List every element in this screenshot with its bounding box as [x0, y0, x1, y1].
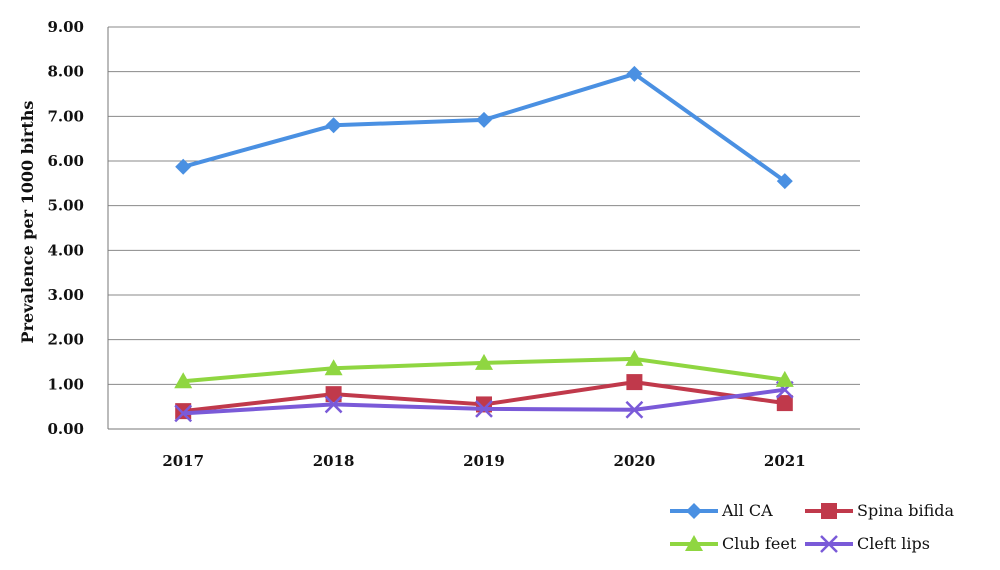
- data-point-cleft-lips: [475, 400, 493, 418]
- y-tick-label: 8.00: [47, 63, 84, 81]
- data-point-cleft-lips: [324, 395, 343, 414]
- legend-marker: [820, 535, 838, 553]
- x-tick-label: 2019: [463, 452, 505, 470]
- data-point-cleft-lips: [174, 404, 193, 423]
- y-axis-label: Prevalence per 1000 births: [18, 101, 37, 344]
- series-all-ca: [175, 65, 793, 190]
- y-tick-label: 5.00: [47, 197, 84, 215]
- data-point-club-feet: [324, 359, 343, 376]
- y-tick-label: 4.00: [47, 241, 84, 259]
- legend-item-spina-bifida: Spina bifida: [805, 501, 955, 520]
- legend-label: Cleft lips: [857, 534, 930, 553]
- legend-item-all-ca: All CA: [670, 501, 773, 520]
- y-tick-label: 3.00: [47, 286, 84, 304]
- legend-item-club-feet: Club feet: [670, 534, 797, 553]
- data-point-all-ca: [476, 111, 492, 128]
- x-tick-label: 2020: [614, 452, 656, 470]
- legend-item-cleft-lips: Cleft lips: [805, 534, 930, 553]
- data-point-club-feet: [475, 353, 493, 370]
- series-cleft-lips: [174, 380, 794, 423]
- legend-marker: [821, 503, 837, 519]
- data-point-club-feet: [174, 372, 193, 389]
- data-point-spina-bifida: [325, 386, 342, 403]
- x-tick-label: 2018: [313, 452, 355, 470]
- y-tick-label: 1.00: [47, 375, 84, 393]
- legend-marker: [685, 535, 703, 551]
- y-tick-label: 2.00: [47, 331, 84, 349]
- legend-label: All CA: [721, 501, 773, 520]
- data-point-spina-bifida: [776, 395, 793, 412]
- x-tick-label: 2017: [162, 452, 204, 470]
- y-tick-label: 9.00: [47, 18, 84, 36]
- y-tick-label: 0.00: [47, 420, 84, 438]
- data-point-spina-bifida: [175, 403, 192, 420]
- series-group: [174, 65, 794, 423]
- data-point-all-ca: [325, 117, 342, 134]
- legend: All CA Spina bifida Club feet Cleft lips: [670, 501, 955, 553]
- data-point-club-feet: [625, 349, 644, 366]
- data-point-all-ca: [626, 65, 643, 82]
- data-point-all-ca: [175, 158, 192, 175]
- series-club-feet: [174, 349, 794, 389]
- gridlines: [107, 26, 860, 430]
- x-axis-ticks: 2017 2018 2019 2020 2021: [162, 452, 805, 470]
- y-tick-label: 6.00: [47, 152, 84, 170]
- legend-label: Spina bifida: [857, 501, 955, 520]
- data-point-club-feet: [775, 370, 794, 387]
- data-point-spina-bifida: [626, 374, 643, 391]
- legend-marker: [686, 503, 702, 519]
- legend-label: Club feet: [722, 534, 797, 553]
- data-point-cleft-lips: [625, 400, 644, 419]
- x-tick-label: 2021: [764, 452, 806, 470]
- y-axis-ticks: 0.00 1.00 2.00 3.00 4.00 5.00 6.00 7.00 8.00 9.00: [47, 18, 84, 438]
- series-spina-bifida: [175, 374, 793, 420]
- data-point-all-ca: [776, 173, 793, 190]
- y-tick-label: 7.00: [47, 107, 84, 125]
